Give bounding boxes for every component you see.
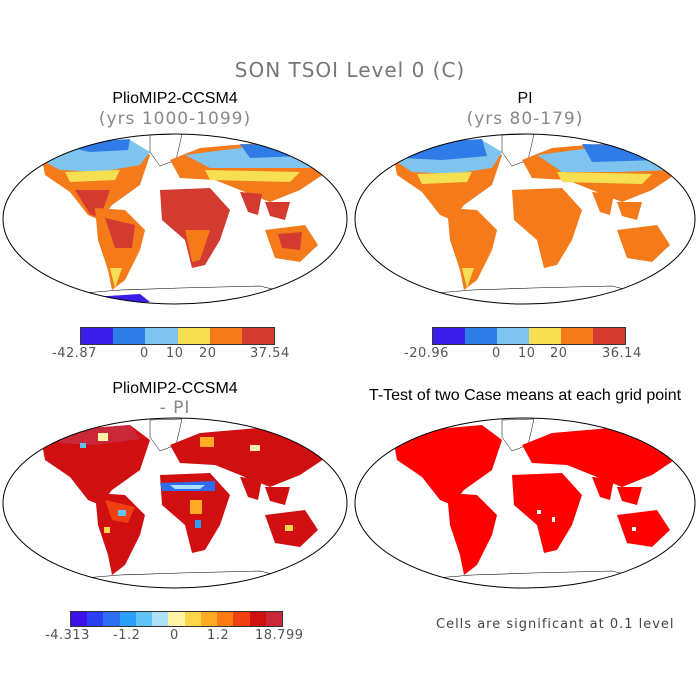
colorbar-label: 36.14: [602, 346, 642, 361]
colorbar-label: -20.96: [404, 346, 449, 361]
colorbar-swatch: [433, 328, 465, 344]
panel-title-pi: PI: [517, 90, 533, 107]
colorbar-label: -42.87: [52, 346, 97, 361]
panel-subtitle-pi: (yrs 80-179): [466, 109, 584, 129]
colorbar-label: 0: [140, 346, 149, 361]
colorbar-pliomip: [80, 327, 275, 345]
colorbar-swatch: [71, 612, 88, 626]
significance-note: Cells are significant at 0.1 level: [436, 617, 675, 632]
colorbar-swatch: [145, 328, 178, 344]
colorbar-label: 37.54: [250, 346, 290, 361]
colorbar-swatch: [249, 612, 266, 626]
colorbar-swatch: [241, 328, 275, 344]
panel-title-difference: PlioMIP2-CCSM4: [112, 380, 238, 397]
colorbar-swatch: [135, 612, 153, 626]
panel-subtitle-difference: - PI: [159, 398, 191, 418]
colorbar-pi: [432, 327, 626, 345]
colorbar-swatch: [529, 328, 561, 344]
colorbar-label: -1.2: [113, 628, 141, 643]
colorbar-swatch: [593, 328, 625, 344]
colorbar-label: 18.799: [255, 628, 304, 643]
figure-title: SON TSOI Level 0 (C): [234, 58, 466, 82]
colorbar-label: -4.313: [45, 628, 90, 643]
colorbar-swatch: [103, 612, 120, 626]
panel-title-pliomip: PlioMIP2-CCSM4: [112, 90, 238, 107]
map-pliomip-soil-temperature: [2, 133, 348, 305]
colorbar-swatch: [168, 612, 185, 626]
map-difference: [2, 417, 348, 589]
map-ttest-significance: [354, 417, 696, 589]
colorbar-label: 1.2: [207, 628, 230, 643]
colorbar-swatch: [81, 328, 114, 344]
colorbar-label: 20: [199, 346, 217, 361]
colorbar-swatch: [561, 328, 593, 344]
colorbar-label: 0: [492, 346, 501, 361]
colorbar-swatch: [233, 612, 250, 626]
colorbar-swatch: [113, 328, 146, 344]
colorbar-swatch: [152, 612, 169, 626]
colorbar-swatch: [200, 612, 218, 626]
colorbar-swatch: [217, 612, 234, 626]
panel-title-ttest: T-Test of two Case means at each grid po…: [368, 387, 682, 404]
map-pi-soil-temperature: [354, 133, 696, 305]
colorbar-swatch: [265, 612, 283, 626]
colorbar-difference: [70, 611, 283, 627]
colorbar-swatch: [184, 612, 201, 626]
colorbar-swatch: [209, 328, 242, 344]
colorbar-label: 20: [550, 346, 568, 361]
colorbar-swatch: [465, 328, 497, 344]
colorbar-label: 10: [166, 346, 184, 361]
colorbar-swatch: [177, 328, 210, 344]
colorbar-swatch: [497, 328, 529, 344]
colorbar-swatch: [87, 612, 104, 626]
panel-subtitle-pliomip: (yrs 1000-1099): [98, 109, 252, 129]
colorbar-label: 0: [170, 628, 179, 643]
colorbar-swatch: [119, 612, 136, 626]
colorbar-label: 10: [518, 346, 536, 361]
